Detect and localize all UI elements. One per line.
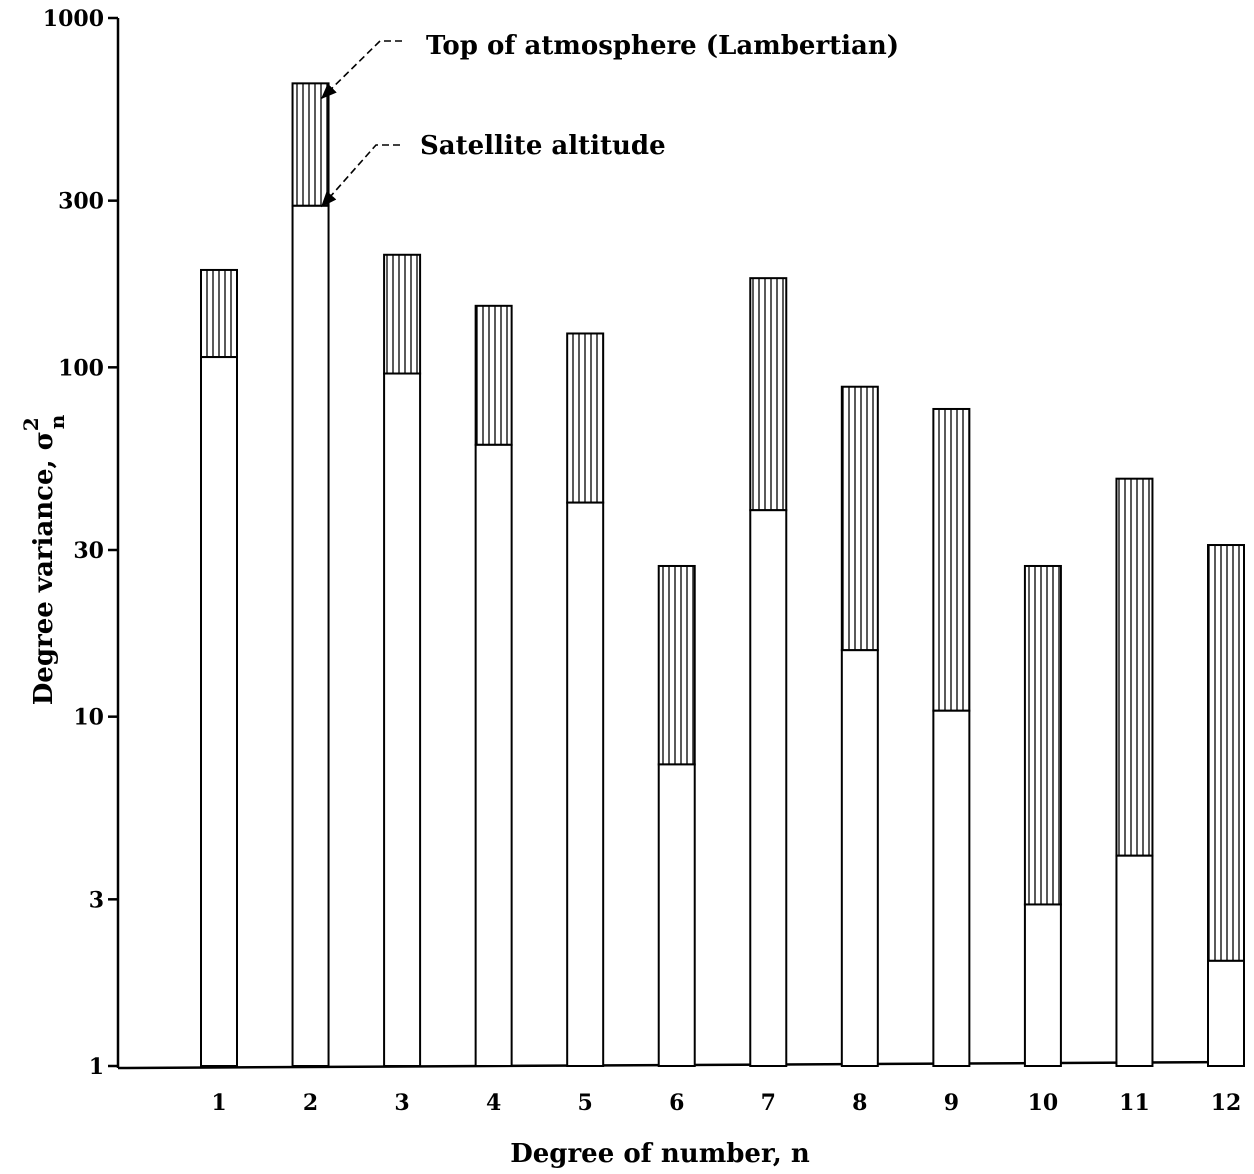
bar-top-of-atmosphere (932, 407, 971, 712)
y-axis-ticks: 1 3 10 30 100 300 1000 (43, 6, 118, 1080)
bar-top-of-atmosphere (200, 268, 238, 359)
x-tick-label: 5 (578, 1090, 593, 1116)
bar-top-of-atmosphere (474, 304, 513, 446)
x-tick-label: 11 (1119, 1090, 1150, 1116)
y-tick-label: 1 (89, 1054, 104, 1080)
bar-satellite-altitude (1207, 959, 1245, 1068)
bar-satellite-altitude (840, 649, 879, 1068)
bar-satellite-altitude (566, 501, 605, 1067)
y-tick-label: 10 (73, 705, 104, 731)
x-tick-label: 2 (303, 1090, 318, 1116)
x-tick-label: 9 (944, 1090, 959, 1116)
y-axis-title-subscript: n (45, 414, 69, 429)
x-tick-label: 12 (1211, 1090, 1242, 1116)
bar-top-of-atmosphere (566, 332, 605, 504)
x-tick-label: 6 (669, 1090, 684, 1116)
y-tick-label: 300 (58, 189, 104, 215)
bar-satellite-altitude (1115, 854, 1154, 1067)
y-axis-title-superscript: 2 (19, 417, 43, 431)
bar-satellite-altitude (749, 509, 788, 1067)
bar-top-of-atmosphere (383, 253, 422, 375)
annotation-arrow-satellite (320, 144, 400, 208)
y-axis-title: Degree variance, σ2 n (19, 414, 69, 705)
bar-satellite-altitude (200, 356, 238, 1067)
x-tick-label: 1 (211, 1090, 226, 1116)
bar-top-of-atmosphere (1207, 544, 1245, 962)
y-axis-title-symbol: σ (29, 431, 59, 450)
bar-top-of-atmosphere (291, 82, 330, 207)
x-tick-label: 3 (394, 1090, 409, 1116)
bar-satellite-altitude (1023, 903, 1062, 1068)
bar-top-of-atmosphere (657, 564, 696, 766)
annotation-top-of-atmosphere: Top of atmosphere (Lambertian) (426, 31, 899, 61)
bar-satellite-altitude (657, 763, 696, 1067)
bar-satellite-altitude (383, 372, 422, 1067)
bar-satellite-altitude (291, 204, 330, 1067)
x-tick-label: 7 (761, 1090, 776, 1116)
x-tick-label: 8 (852, 1090, 867, 1116)
bar-satellite-altitude (474, 443, 513, 1067)
bar-top-of-atmosphere (1115, 477, 1154, 857)
x-tick-label: 10 (1028, 1090, 1059, 1116)
x-axis-title: Degree of number, n (510, 1139, 810, 1169)
bar-top-of-atmosphere (840, 385, 879, 652)
annotation-satellite-altitude: Satellite altitude (420, 131, 666, 161)
annotations: Top of atmosphere (Lambertian) Satellite… (320, 31, 899, 208)
bars (200, 82, 1245, 1068)
annotation-arrow-top (320, 40, 402, 100)
bar-top-of-atmosphere (1023, 564, 1062, 906)
y-tick-label: 30 (73, 538, 104, 564)
bar-satellite-altitude (932, 709, 971, 1068)
x-tick-label: 4 (486, 1090, 501, 1116)
bar-top-of-atmosphere (749, 277, 788, 512)
y-tick-label: 1000 (43, 6, 104, 32)
y-axis-title-text: Degree variance, (29, 450, 59, 705)
y-tick-label: 3 (89, 887, 104, 913)
x-axis-tick-labels: 1 2 3 4 5 6 7 8 9 10 11 12 (211, 1090, 1241, 1116)
y-tick-label: 100 (58, 355, 104, 381)
